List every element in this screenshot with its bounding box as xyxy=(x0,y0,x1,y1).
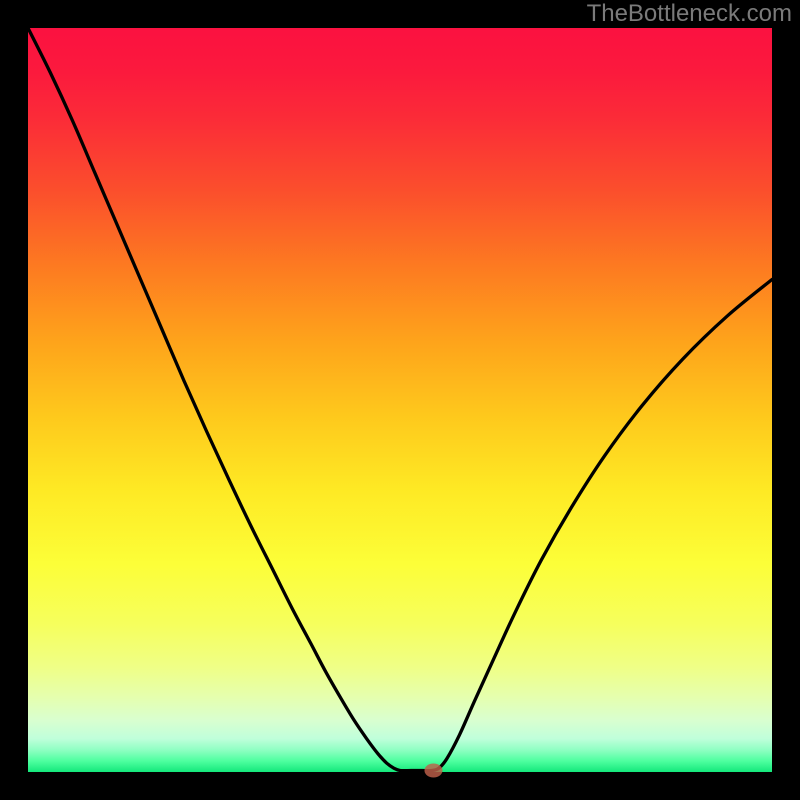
optimal-point-marker xyxy=(424,764,442,778)
chart-background xyxy=(28,28,772,772)
watermark-text: TheBottleneck.com xyxy=(587,0,792,28)
bottleneck-chart xyxy=(0,0,800,800)
chart-container: TheBottleneck.com xyxy=(0,0,800,800)
